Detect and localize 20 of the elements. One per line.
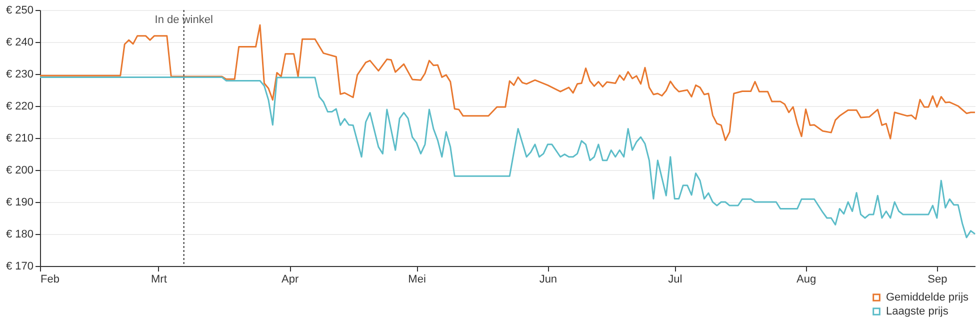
y-tick-label: € 250: [6, 4, 34, 16]
y-tick-label: € 190: [6, 196, 34, 208]
x-tick-label: Jul: [668, 274, 682, 286]
y-tick-label: € 170: [6, 260, 34, 272]
x-tick-label: Feb: [40, 274, 60, 286]
y-tick-label: € 220: [6, 100, 34, 112]
ref-line-label: In de winkel: [154, 14, 213, 26]
x-tick-label: Sep: [928, 274, 948, 286]
y-tick-label: € 180: [6, 228, 34, 240]
y-tick-label: € 210: [6, 132, 34, 144]
x-tick-label: Mrt: [151, 274, 167, 286]
x-tick-label: Jun: [539, 274, 558, 286]
x-tick-label: Mei: [408, 274, 426, 286]
y-tick-label: € 230: [6, 68, 34, 80]
legend-label: Gemiddelde prijs: [886, 292, 970, 304]
x-tick-label: Apr: [282, 274, 300, 286]
y-tick-label: € 200: [6, 164, 34, 176]
x-tick-label: Aug: [796, 274, 816, 286]
legend-label: Laagste prijs: [886, 306, 949, 318]
y-tick-label: € 240: [6, 36, 34, 48]
